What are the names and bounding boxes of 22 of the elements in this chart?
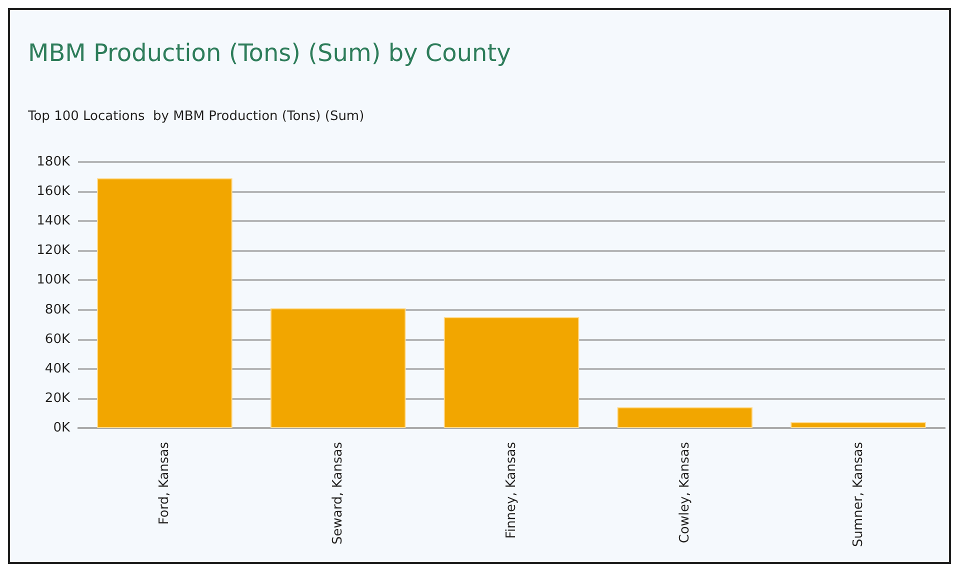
y-tick-label: 180K xyxy=(36,154,70,170)
y-tick-label: 140K xyxy=(36,214,70,229)
y-tick-label: 60K xyxy=(44,332,70,347)
y-tick-label: 20K xyxy=(44,390,70,406)
bar xyxy=(790,422,926,428)
chart-title: MBM Production (Tons) (Sum) by County xyxy=(28,39,511,67)
x-tick-label: Finney, Kansas xyxy=(504,442,519,539)
bar xyxy=(617,407,753,428)
bar xyxy=(97,178,232,428)
y-tick-label: 120K xyxy=(36,243,70,258)
x-tick-label: Cowley, Kansas xyxy=(677,442,692,544)
bar xyxy=(444,317,580,428)
y-tick-label: 100K xyxy=(36,272,70,288)
bar xyxy=(270,308,406,428)
x-tick-label: Sumner, Kansas xyxy=(850,442,866,548)
y-tick-label: 0K xyxy=(53,420,70,436)
y-tick-label: 80K xyxy=(44,302,70,318)
y-tick-label: 40K xyxy=(44,361,70,376)
x-tick-label: Ford, Kansas xyxy=(157,442,172,525)
y-tick-label: 160K xyxy=(36,184,70,200)
chart-subtitle: Top 100 Locations by MBM Production (Tons) (Sum) xyxy=(27,109,364,124)
x-tick-label: Seward, Kansas xyxy=(330,442,346,544)
